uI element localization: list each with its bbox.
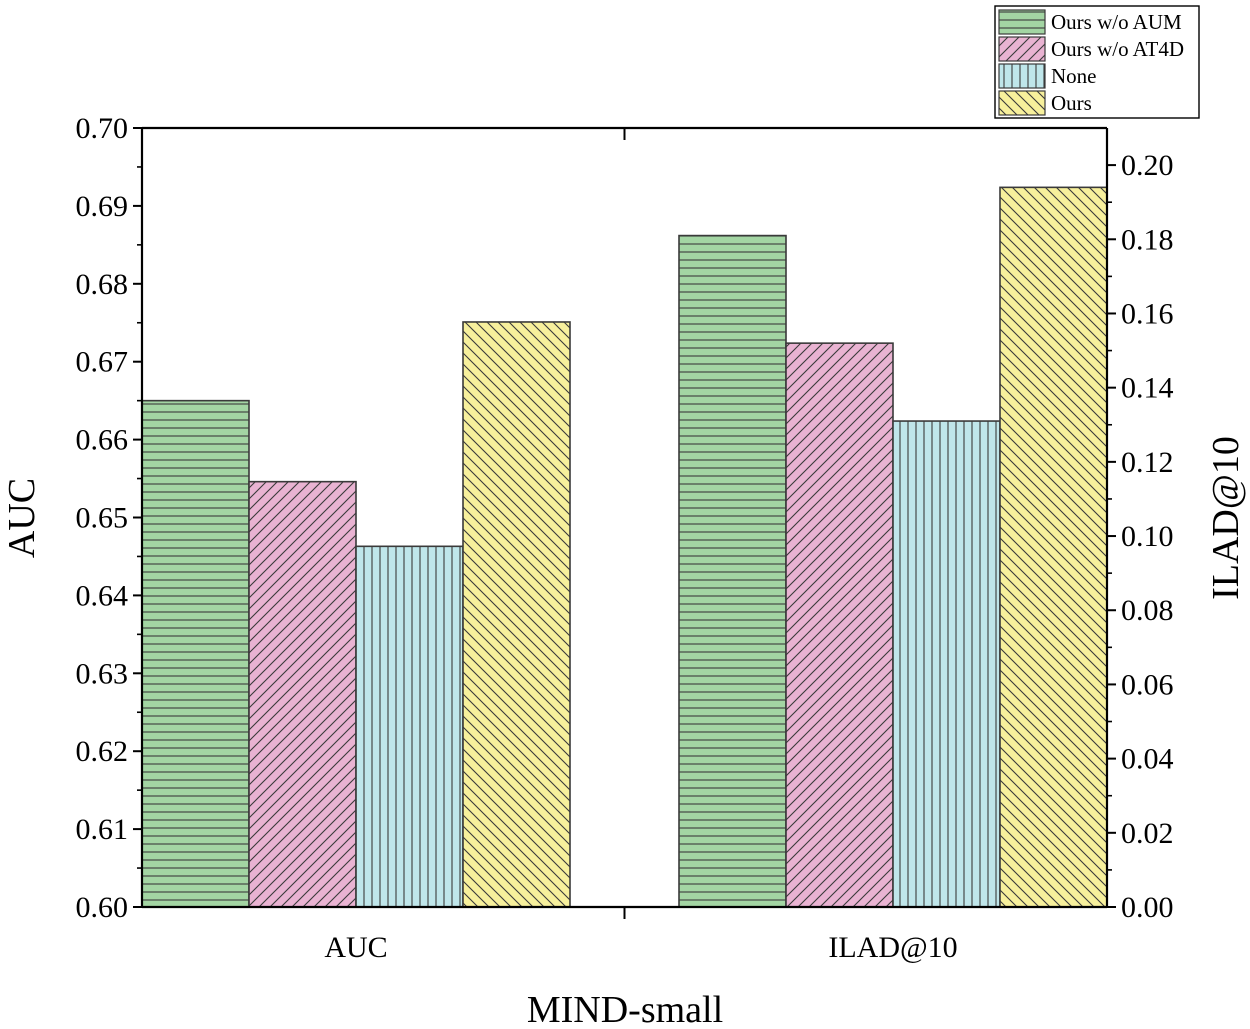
right-tick-label: 0.02 [1121, 817, 1174, 850]
legend-swatch [998, 90, 1046, 116]
bar-auc-ours [462, 321, 571, 908]
left-tick-label: 0.63 [76, 657, 129, 690]
right-tick-label: 0.00 [1121, 891, 1174, 924]
bar-ilad-10-none [892, 420, 1001, 908]
right-tick-label: 0.20 [1121, 149, 1174, 182]
x-tick-label: ILAD@10 [828, 931, 957, 964]
left-tick-label: 0.67 [76, 346, 129, 379]
legend-label: Ours [1051, 91, 1092, 115]
right-tick-label: 0.18 [1121, 223, 1174, 256]
right-tick-label: 0.06 [1121, 668, 1174, 701]
bar-auc-ours-w-o-aum [141, 399, 250, 908]
axes-layer: 0.60 0.61 0.62 0.63 0.64 0.65 0.66 0.67 0.68 0.69… [76, 112, 1174, 964]
x-tick-label: AUC [324, 931, 387, 964]
legend-swatch [998, 9, 1046, 35]
left-axis-title: AUC [1, 478, 43, 558]
bar-auc-ours-w-o-at4d [248, 480, 357, 908]
right-tick-label: 0.10 [1121, 520, 1174, 553]
left-tick-label: 0.70 [76, 112, 129, 145]
left-tick-label: 0.66 [76, 424, 129, 457]
right-tick-label: 0.12 [1121, 446, 1174, 479]
x-axis-title: MIND-small [527, 989, 723, 1029]
bar-auc-none [355, 545, 464, 908]
legend-swatch [998, 36, 1046, 62]
right-tick-label: 0.14 [1121, 372, 1174, 405]
left-tick-label: 0.62 [76, 735, 129, 768]
right-tick-label: 0.08 [1121, 594, 1174, 627]
right-tick-label: 0.04 [1121, 743, 1174, 776]
left-tick-label: 0.65 [76, 502, 129, 535]
left-tick-label: 0.60 [76, 891, 129, 924]
legend-label: Ours w/o AUM [1051, 10, 1182, 34]
bar-ilad-10-ours-w-o-at4d [785, 342, 894, 908]
left-tick-label: 0.61 [76, 813, 129, 846]
legend-label: None [1051, 64, 1097, 88]
right-tick-label: 0.16 [1121, 297, 1174, 330]
legend-label: Ours w/o AT4D [1051, 37, 1184, 61]
left-tick-label: 0.69 [76, 190, 129, 223]
right-axis-title: ILAD@10 [1205, 436, 1247, 600]
bar-ilad-10-ours-w-o-aum [678, 234, 787, 908]
bar-ilad-10-ours [999, 186, 1108, 908]
left-tick-label: 0.64 [76, 579, 129, 612]
legend: Ours w/o AUM Ours w/o AT4D None Ours [994, 5, 1200, 119]
bars-layer [141, 186, 1108, 908]
legend-swatch [998, 63, 1046, 89]
left-tick-label: 0.68 [76, 268, 129, 301]
